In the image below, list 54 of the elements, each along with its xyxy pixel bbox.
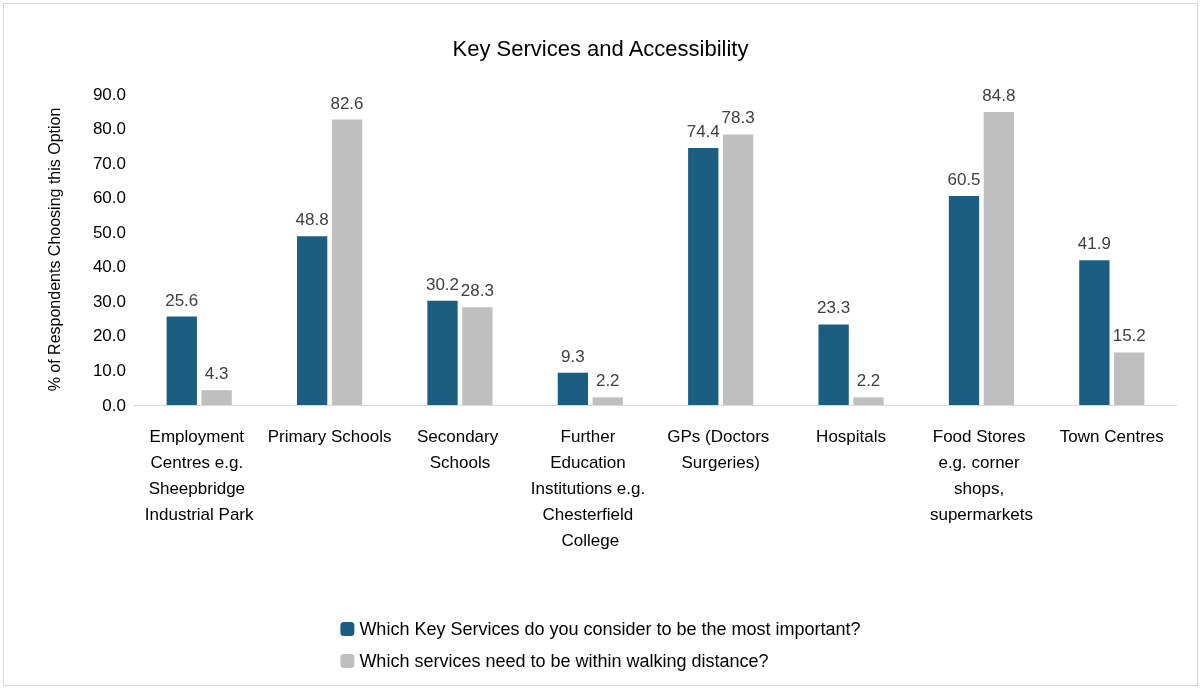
bar bbox=[983, 111, 1015, 405]
x-tick-label: Hospitals bbox=[816, 426, 887, 446]
y-tick-label: 10.0 bbox=[92, 360, 126, 380]
bar bbox=[1114, 352, 1145, 405]
chart-title: Key Services and Accessibility bbox=[452, 35, 749, 61]
x-tick-label: Town Centres bbox=[1059, 426, 1164, 446]
data-label: 60.5 bbox=[947, 169, 981, 189]
bar bbox=[948, 195, 980, 405]
data-label: 41.9 bbox=[1077, 234, 1111, 254]
bar bbox=[331, 119, 363, 405]
bar bbox=[557, 372, 589, 405]
bar bbox=[427, 300, 458, 405]
legend-label: Which Key Services do you consider to be the most important? bbox=[359, 619, 861, 639]
data-label: 30.2 bbox=[425, 274, 460, 294]
x-tick-label: GPs (Doctors Surgeries) bbox=[667, 426, 775, 472]
y-axis-title: % of Respondents Choosing this Option bbox=[45, 107, 63, 392]
y-tick-label: 60.0 bbox=[92, 188, 126, 208]
data-label: 84.8 bbox=[982, 85, 1016, 105]
data-label: 28.3 bbox=[460, 281, 494, 301]
data-label: 82.6 bbox=[330, 93, 364, 113]
data-label: 25.6 bbox=[165, 290, 199, 310]
x-tick-label: Primary Schools bbox=[267, 426, 392, 446]
bar bbox=[853, 397, 884, 405]
x-tick-label: Employment Centres e.g. Sheepbridge Industrial Park bbox=[144, 426, 255, 524]
data-label: 23.3 bbox=[817, 298, 851, 318]
bar bbox=[296, 236, 328, 405]
bar bbox=[462, 307, 493, 405]
y-tick-label: 40.0 bbox=[92, 257, 126, 277]
bar bbox=[166, 316, 197, 405]
y-tick-label: 50.0 bbox=[92, 222, 126, 242]
bar bbox=[688, 147, 719, 405]
x-tick-label: Food Stores e.g. corner shops, supermarkets bbox=[929, 426, 1033, 524]
x-tick-label: Further Education Institutions e.g. Chesterfield College bbox=[530, 426, 650, 550]
legend-label: Which services need to be within walking distance? bbox=[359, 651, 769, 671]
data-label: 48.8 bbox=[295, 210, 329, 230]
data-label: 74.4 bbox=[686, 121, 720, 141]
data-label: 2.2 bbox=[856, 371, 881, 391]
bar bbox=[818, 324, 849, 405]
data-label: 4.3 bbox=[204, 364, 229, 384]
y-tick-label: 80.0 bbox=[92, 119, 126, 139]
y-tick-label: 20.0 bbox=[92, 326, 126, 346]
bar bbox=[201, 390, 232, 405]
y-tick-label: 70.0 bbox=[92, 153, 126, 173]
x-tick-label: Secondary Schools bbox=[416, 426, 503, 472]
data-label: 78.3 bbox=[721, 108, 755, 128]
data-label: 2.2 bbox=[595, 371, 620, 391]
bar bbox=[1079, 260, 1110, 405]
y-tick-label: 30.0 bbox=[92, 291, 126, 311]
y-tick-label: 0.0 bbox=[102, 395, 126, 415]
y-tick-label: 90.0 bbox=[92, 84, 126, 104]
bar bbox=[592, 397, 623, 405]
bar bbox=[722, 134, 754, 405]
data-label: 9.3 bbox=[561, 346, 585, 366]
data-label: 15.2 bbox=[1112, 326, 1146, 346]
